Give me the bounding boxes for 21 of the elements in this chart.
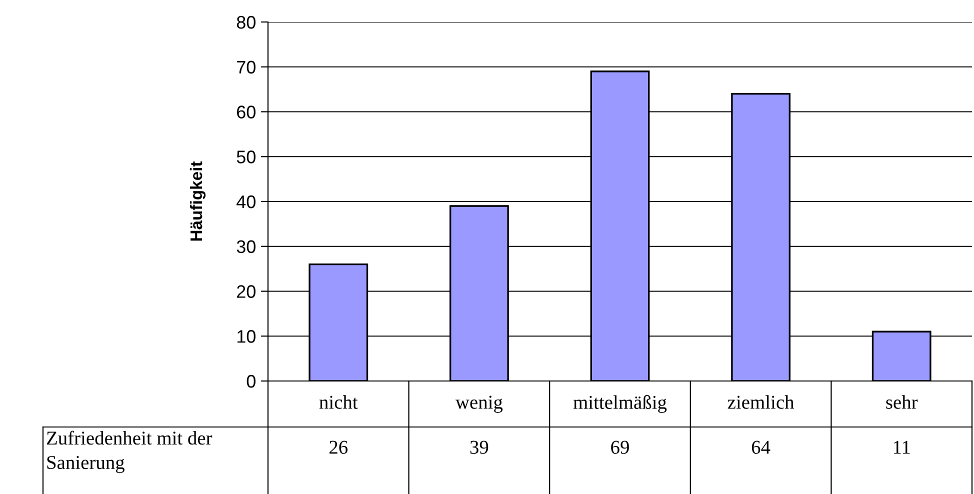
y-tick-label: 20 [237,285,256,298]
data-label: 39 [470,440,488,454]
x-tick-label: nicht [319,395,358,409]
data-label: 26 [330,440,348,454]
y-tick-label: 10 [237,330,256,343]
y-tick-label: 70 [237,60,256,74]
x-tick-label: mittelmäßig [573,395,667,413]
y-tick-label: 40 [236,195,256,208]
data-label: 11 [894,440,910,454]
y-tick-label: 80 [236,16,256,29]
data-label: 69 [611,440,629,454]
y-tick-label: 0 [246,374,256,388]
y-tick-label: 60 [237,106,256,118]
x-tick-label: sehr [886,395,918,409]
text: Zufriedenheit mit der Sanierung [46,430,212,474]
y-tick-label: 30 [236,240,256,254]
x-tick-label: wenig [455,396,503,413]
x-tick-label: ziemlich [728,395,794,409]
y-tick-label: 50 [236,150,256,164]
data-label: 64 [752,440,770,454]
y-axis-title: Häufigkeit [190,161,206,241]
